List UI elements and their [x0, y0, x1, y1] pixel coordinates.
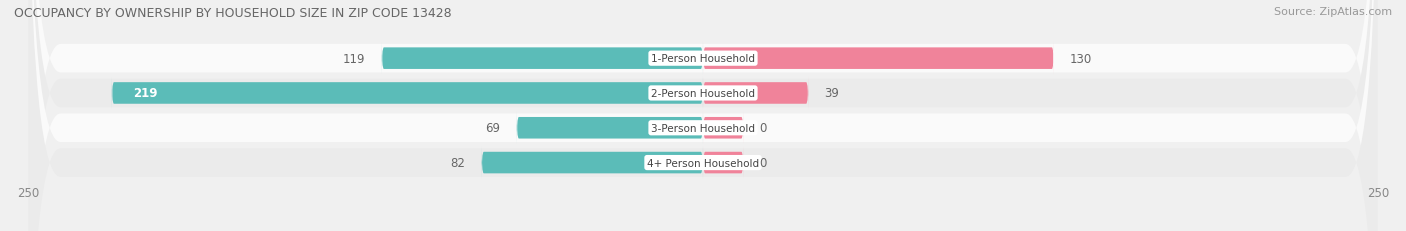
FancyBboxPatch shape [703, 77, 808, 110]
Text: Source: ZipAtlas.com: Source: ZipAtlas.com [1274, 7, 1392, 17]
Text: 2-Person Household: 2-Person Household [651, 88, 755, 99]
FancyBboxPatch shape [703, 112, 744, 144]
FancyBboxPatch shape [28, 0, 1378, 231]
Text: 0: 0 [759, 122, 768, 135]
Text: 69: 69 [485, 122, 501, 135]
Text: 4+ Person Household: 4+ Person Household [647, 158, 759, 168]
FancyBboxPatch shape [517, 112, 703, 144]
FancyBboxPatch shape [112, 77, 703, 110]
Text: 1-Person Household: 1-Person Household [651, 54, 755, 64]
Text: 39: 39 [824, 87, 839, 100]
FancyBboxPatch shape [28, 0, 1378, 231]
FancyBboxPatch shape [28, 0, 1378, 231]
Text: 119: 119 [343, 52, 366, 65]
Text: 0: 0 [759, 156, 768, 169]
FancyBboxPatch shape [703, 147, 744, 179]
Text: 219: 219 [134, 87, 157, 100]
Text: 130: 130 [1070, 52, 1092, 65]
Text: 82: 82 [450, 156, 465, 169]
Text: 3-Person Household: 3-Person Household [651, 123, 755, 133]
FancyBboxPatch shape [482, 147, 703, 179]
FancyBboxPatch shape [703, 43, 1054, 75]
Text: OCCUPANCY BY OWNERSHIP BY HOUSEHOLD SIZE IN ZIP CODE 13428: OCCUPANCY BY OWNERSHIP BY HOUSEHOLD SIZE… [14, 7, 451, 20]
FancyBboxPatch shape [28, 0, 1378, 231]
FancyBboxPatch shape [382, 43, 703, 75]
